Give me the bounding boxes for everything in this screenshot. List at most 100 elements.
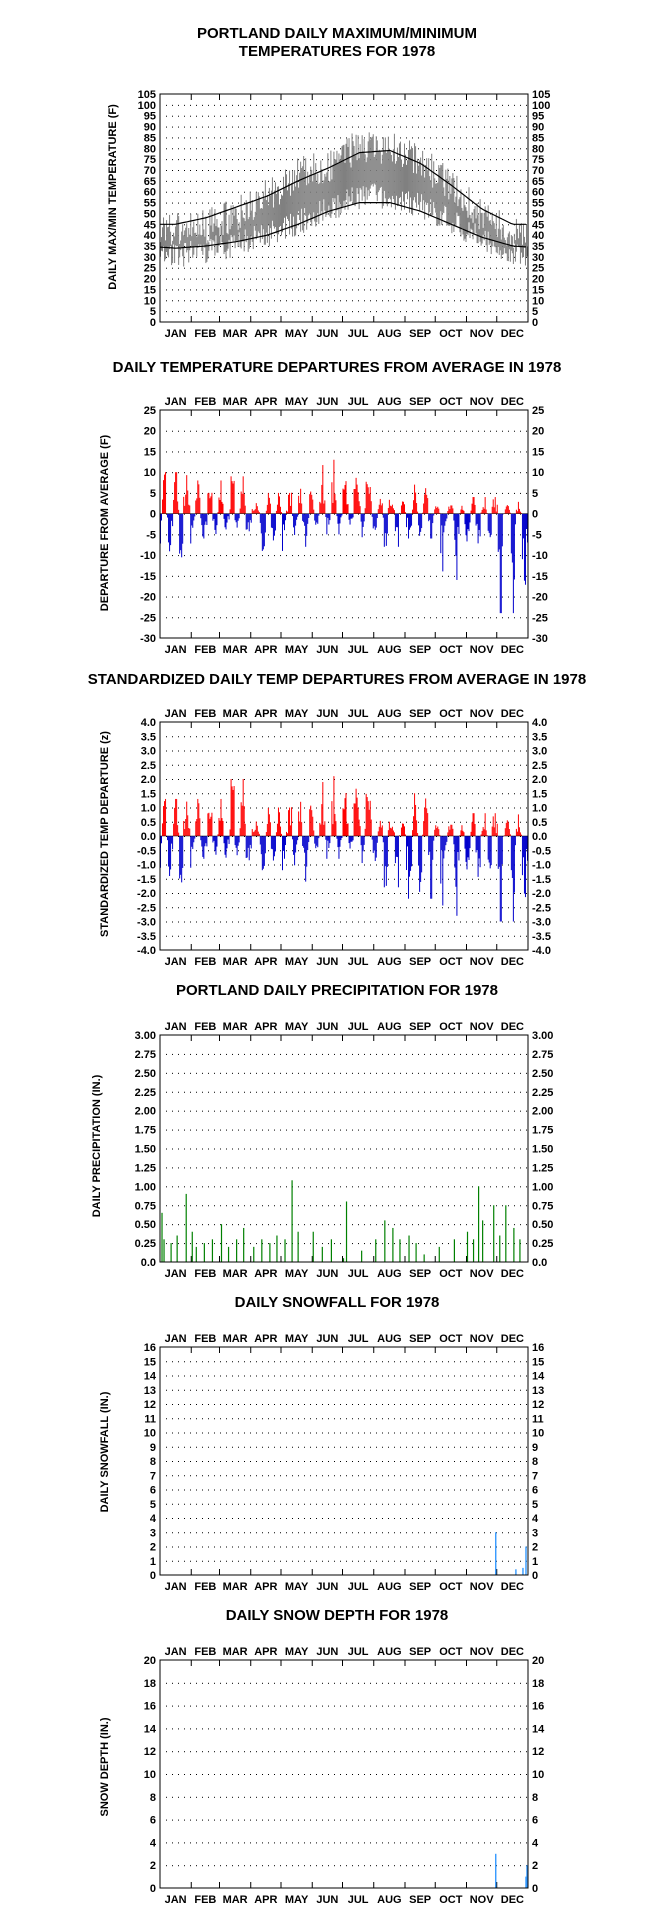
grid-dot <box>370 936 371 937</box>
grid-dot <box>214 311 215 312</box>
grid-dot <box>250 472 251 473</box>
grid-dot <box>472 1243 473 1244</box>
grid-dot <box>430 576 431 577</box>
grid-dot <box>442 1243 443 1244</box>
grid-dot <box>454 1073 455 1074</box>
grid-dot <box>358 268 359 269</box>
grid-dot <box>490 116 491 117</box>
x-tick-label: JUL <box>348 396 369 408</box>
grid-dot <box>478 936 479 937</box>
y-tick-label: 90 <box>532 122 544 134</box>
grid-dot <box>508 192 509 193</box>
grid-dot <box>166 279 167 280</box>
grid-dot <box>286 235 287 236</box>
grid-dot <box>484 268 485 269</box>
grid-dot <box>412 105 413 106</box>
grid-dot <box>238 576 239 577</box>
grid-dot <box>394 1092 395 1093</box>
grid-dot <box>310 300 311 301</box>
grid-dot <box>412 534 413 535</box>
grid-dot <box>328 751 329 752</box>
grid-dot <box>526 1149 527 1150</box>
grid-dot <box>220 127 221 128</box>
grid-dot <box>370 1130 371 1131</box>
y-tick-label: 0 <box>532 509 538 521</box>
grid-dot <box>316 311 317 312</box>
grid-dot <box>304 736 305 737</box>
grid-dot <box>406 1224 407 1225</box>
y-tick-label: -3.5 <box>137 931 156 943</box>
grid-dot <box>418 493 419 494</box>
grid-dot <box>268 1561 269 1562</box>
grid-dot <box>502 1167 503 1168</box>
grid-dot <box>502 922 503 923</box>
grid-dot <box>238 617 239 618</box>
grid-dot <box>340 1111 341 1112</box>
grid-dot <box>322 765 323 766</box>
x-tick-label: APR <box>254 328 277 340</box>
grid-dot <box>400 1092 401 1093</box>
grid-dot <box>502 127 503 128</box>
y-tick-label: 0.25 <box>532 1238 553 1250</box>
grid-dot <box>250 576 251 577</box>
grid-dot <box>502 493 503 494</box>
grid-dot <box>472 192 473 193</box>
grid-dot <box>496 1111 497 1112</box>
grid-dot <box>436 736 437 737</box>
grid-dot <box>310 1186 311 1187</box>
grid-dot <box>478 1111 479 1112</box>
grid-dot <box>304 922 305 923</box>
grid-dot <box>466 181 467 182</box>
grid-dot <box>316 765 317 766</box>
grid-dot <box>508 279 509 280</box>
grid-dot <box>274 576 275 577</box>
grid-dot <box>508 311 509 312</box>
grid-dot <box>424 300 425 301</box>
grid-dot <box>376 879 377 880</box>
grid-dot <box>220 893 221 894</box>
y-tick-label: 55 <box>532 198 544 210</box>
grid-dot <box>208 765 209 766</box>
grid-dot <box>250 534 251 535</box>
grid-dot <box>388 936 389 937</box>
y-tick-label: 20 <box>144 426 156 438</box>
grid-dot <box>430 751 431 752</box>
grid-dot <box>466 907 467 908</box>
grid-dot <box>172 1205 173 1206</box>
grid-dot <box>190 779 191 780</box>
grid-dot <box>448 555 449 556</box>
grid-dot <box>214 793 215 794</box>
grid-dot <box>514 127 515 128</box>
grid-dot <box>388 907 389 908</box>
grid-dot <box>394 224 395 225</box>
grid-dot <box>472 808 473 809</box>
grid-dot <box>196 617 197 618</box>
grid-dot <box>298 1130 299 1131</box>
grid-dot <box>436 597 437 598</box>
grid-dot <box>376 1092 377 1093</box>
grid-dot <box>280 1243 281 1244</box>
grid-dot <box>172 116 173 117</box>
grid-dot <box>490 170 491 171</box>
grid-dot <box>298 116 299 117</box>
y-tick-label: 2.75 <box>135 1049 156 1061</box>
grid-dot <box>412 779 413 780</box>
grid-dot <box>232 1243 233 1244</box>
grid-dot <box>484 555 485 556</box>
grid-dot <box>382 617 383 618</box>
grid-dot <box>478 1073 479 1074</box>
grid-dot <box>238 1224 239 1225</box>
grid-dot <box>220 907 221 908</box>
grid-dot <box>304 1205 305 1206</box>
x-tick-label: JUL <box>348 708 369 720</box>
grid-dot <box>208 235 209 236</box>
grid-dot <box>328 1547 329 1548</box>
grid-dot <box>196 213 197 214</box>
grid-dot <box>448 279 449 280</box>
grid-dot <box>478 751 479 752</box>
grid-dot <box>448 751 449 752</box>
grid-dot <box>298 1073 299 1074</box>
grid-dot <box>490 289 491 290</box>
grid-dot <box>304 1111 305 1112</box>
